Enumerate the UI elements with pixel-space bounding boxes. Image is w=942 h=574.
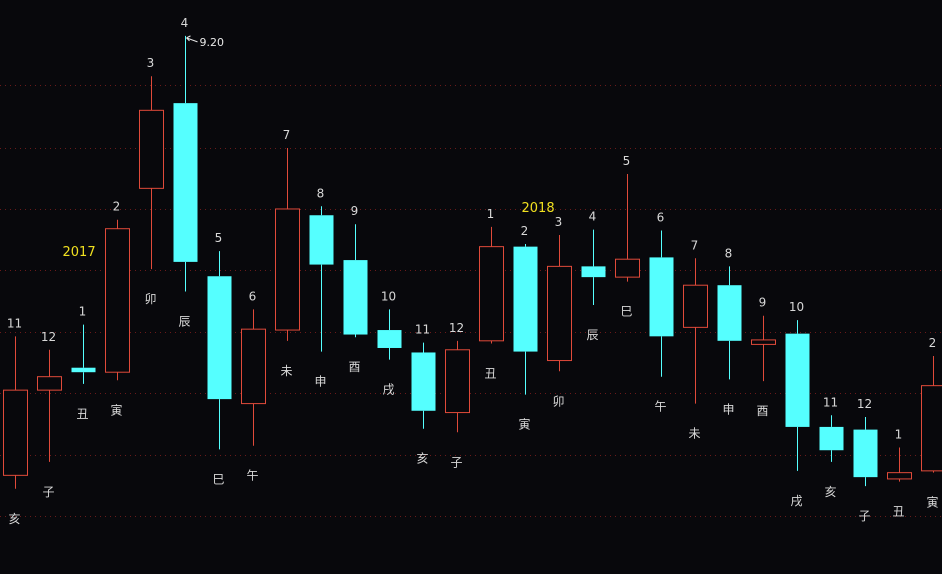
month-label-25: 12 (857, 397, 872, 411)
candle-body-15 (513, 246, 538, 352)
month-label-12: 11 (415, 323, 430, 337)
month-label-6: 5 (215, 231, 223, 245)
month-label-18: 5 (623, 154, 631, 168)
branch-label-9: 申 (314, 375, 326, 389)
month-label-24: 11 (823, 395, 838, 409)
month-label-14: 1 (487, 207, 495, 221)
candles-layer (3, 35, 942, 489)
month-label-4: 3 (147, 56, 155, 70)
candle-body-12 (411, 352, 436, 411)
labels-layer: 11亥12子1丑2寅3卯4辰5巳6午7未8申9酉10戌11亥12子1丑2寅3卯4… (7, 16, 939, 526)
branch-label-4: 卯 (144, 292, 156, 306)
candle-body-18 (615, 258, 640, 278)
branch-label-27: 寅 (926, 495, 938, 510)
year-label-0: 2017 (63, 245, 96, 260)
branch-label-17: 辰 (586, 328, 598, 342)
month-label-11: 10 (381, 289, 396, 303)
month-label-21: 8 (725, 246, 733, 260)
branch-label-20: 未 (688, 427, 700, 441)
candle-body-22 (751, 339, 776, 345)
candle-body-5 (173, 103, 198, 262)
candle-body-24 (819, 426, 844, 451)
month-label-19: 6 (657, 210, 665, 224)
branch-label-25: 子 (858, 509, 870, 523)
month-label-27: 2 (929, 336, 937, 350)
candle-body-20 (683, 284, 708, 328)
candle-body-17 (581, 266, 606, 278)
candle-body-6 (207, 276, 232, 400)
candle-body-11 (377, 330, 402, 348)
branch-label-3: 寅 (110, 402, 122, 417)
branch-label-18: 巳 (620, 305, 632, 319)
candle-body-23 (785, 333, 810, 427)
branch-label-6: 巳 (212, 472, 224, 486)
branch-label-14: 丑 (484, 367, 496, 381)
month-label-3: 2 (113, 200, 121, 214)
month-label-7: 6 (249, 289, 257, 303)
month-label-8: 7 (283, 128, 291, 142)
candle-body-10 (343, 260, 368, 335)
candle-body-0 (3, 389, 28, 476)
month-label-16: 3 (555, 215, 563, 229)
candle-body-3 (105, 228, 130, 373)
candle-body-13 (445, 349, 470, 414)
branch-label-11: 戌 (382, 383, 394, 397)
month-label-13: 12 (449, 321, 464, 335)
month-label-15: 2 (521, 224, 529, 238)
candle-body-8 (275, 208, 300, 331)
month-label-20: 7 (691, 238, 699, 252)
candle-body-19 (649, 257, 674, 337)
peak-pointer (186, 37, 198, 43)
branch-label-22: 酉 (756, 404, 768, 418)
month-label-1: 12 (41, 330, 56, 344)
candle-body-27 (921, 385, 942, 472)
candle-body-2 (71, 367, 96, 373)
branch-label-5: 辰 (178, 314, 190, 328)
branch-label-10: 酉 (348, 360, 360, 374)
month-label-22: 9 (759, 296, 767, 310)
month-label-9: 8 (317, 186, 325, 200)
year-label-1: 2018 (522, 201, 555, 216)
branch-label-2: 丑 (76, 407, 88, 421)
candle-body-26 (887, 472, 912, 480)
branch-label-12: 亥 (416, 452, 428, 466)
branch-label-13: 子 (450, 455, 462, 469)
month-label-2: 1 (79, 305, 87, 319)
month-label-0: 11 (7, 316, 22, 330)
grid-lines (0, 85, 942, 517)
month-label-17: 4 (589, 210, 597, 224)
branch-label-23: 戌 (790, 494, 802, 508)
branch-label-26: 丑 (892, 505, 904, 519)
peak-arrowhead (186, 35, 191, 42)
peak-value-label: 9.20 (200, 36, 225, 49)
branch-label-16: 卯 (552, 394, 564, 408)
branch-label-0: 亥 (8, 512, 20, 526)
candle-body-7 (241, 328, 266, 405)
month-label-10: 9 (351, 204, 359, 218)
candle-body-9 (309, 215, 334, 265)
branch-label-1: 子 (42, 485, 54, 499)
candle-body-14 (479, 246, 504, 342)
branch-label-19: 午 (654, 400, 666, 414)
branch-label-8: 未 (280, 364, 292, 378)
candle-body-1 (37, 376, 62, 391)
month-label-23: 10 (789, 300, 804, 314)
candle-body-25 (853, 429, 878, 478)
candle-body-21 (717, 285, 742, 341)
branch-label-24: 亥 (824, 485, 836, 499)
month-label-26: 1 (895, 428, 903, 442)
branch-label-21: 申 (722, 402, 734, 416)
month-label-5: 4 (181, 16, 189, 30)
branch-label-15: 寅 (518, 417, 530, 432)
candle-body-4 (139, 109, 164, 189)
candle-body-16 (547, 265, 572, 362)
branch-label-7: 午 (246, 469, 258, 483)
